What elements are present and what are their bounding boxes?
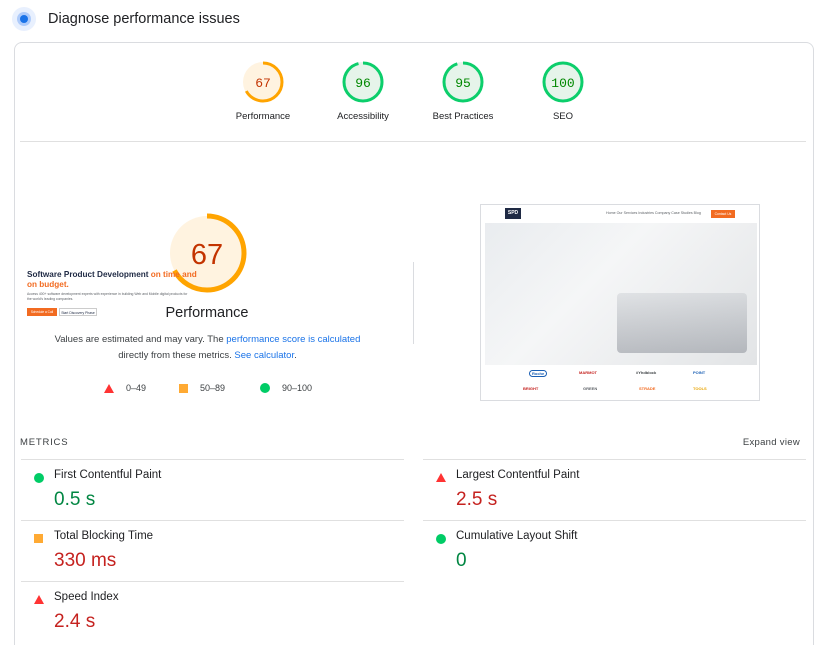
metric-label: First Contentful Paint: [54, 469, 162, 481]
average-square-icon: [34, 534, 43, 543]
performance-score: 67: [191, 239, 223, 271]
gauge-seo-score: 100: [551, 76, 574, 91]
see-calculator-link[interactable]: See calculator: [234, 350, 295, 361]
performance-description: Values are estimated and may vary. The p…: [54, 334, 361, 361]
circle-icon: [260, 383, 270, 393]
fail-triangle-icon: [34, 595, 44, 604]
section-header: Diagnose performance issues: [12, 6, 240, 32]
gauge-best-practices-ring: 95: [442, 61, 484, 103]
gauge-accessibility-ring: 96: [342, 61, 384, 103]
performance-score-gauge: 67: [167, 213, 247, 293]
screenshot-nav: SPD Home Our Services Industries Company…: [481, 205, 759, 223]
final-screenshot[interactable]: SPD Home Our Services Industries Company…: [480, 204, 760, 401]
client-logo: BRIGHT: [523, 386, 539, 391]
metric-total-blocking-time: Total Blocking Time 330 ms: [21, 520, 404, 581]
gauge-performance-label: Performance: [235, 111, 291, 122]
section-title: Diagnose performance issues: [48, 11, 240, 27]
legend-fail-range: 0–49: [126, 383, 147, 393]
pass-circle-icon: [34, 473, 44, 483]
square-icon: [179, 383, 188, 393]
screenshot-subtext: Access 400+ software development experts…: [27, 292, 188, 301]
screenshot-contact-button: Contact Us: [711, 210, 735, 218]
metric-cumulative-layout-shift: Cumulative Layout Shift 0: [423, 520, 806, 581]
metric-value: 2.5 s: [456, 489, 498, 510]
gauge-accessibility-score: 96: [355, 76, 371, 91]
metric-label: Largest Contentful Paint: [456, 469, 580, 481]
client-logo: GREEN: [583, 386, 598, 391]
metric-first-contentful-paint: First Contentful Paint 0.5 s: [21, 459, 404, 520]
metric-label: Total Blocking Time: [54, 530, 154, 542]
triangle-icon: [104, 383, 114, 393]
screenshot-hero: [485, 223, 757, 365]
category-gauges: 67 Performance 96 Accessibility 95 Best …: [20, 56, 806, 142]
gauge-performance[interactable]: 67 Performance: [213, 60, 313, 122]
gauge-performance-ring: 67: [242, 61, 284, 103]
metric-value: 2.4 s: [54, 611, 96, 632]
gauge-best-practices[interactable]: 95 Best Practices: [413, 60, 513, 122]
gauge-seo-label: SEO: [552, 111, 574, 122]
performance-score-link[interactable]: performance score is calculated: [226, 334, 361, 345]
fail-triangle-icon: [436, 473, 446, 482]
legend-pass-range: 90–100: [282, 383, 313, 393]
gauge-seo-ring: 100: [542, 61, 584, 103]
vertical-divider: [413, 262, 414, 344]
performance-title: Performance: [165, 305, 249, 321]
client-logo: STRADE: [639, 386, 656, 391]
metric-value: 330 ms: [54, 550, 117, 571]
metric-speed-index: Speed Index 2.4 s: [21, 581, 404, 642]
legend-fail: 0–49: [104, 381, 146, 395]
legend-average: 50–89: [179, 381, 225, 395]
client-logo: POINT: [693, 370, 706, 375]
screenshot-logo: SPD: [505, 208, 521, 219]
performance-icon: [12, 7, 36, 31]
screenshot-nav-links: Home Our Services Industries Company Cas…: [606, 211, 701, 215]
metrics-heading: METRICS: [20, 437, 69, 448]
metric-label: Cumulative Layout Shift: [456, 530, 578, 542]
gauge-accessibility-label: Accessibility: [337, 111, 389, 122]
screenshot-headline: Software Product Development on time and…: [27, 270, 197, 289]
gauge-best-practices-score: 95: [455, 76, 471, 91]
gauge-performance-score: 67: [255, 76, 271, 91]
client-logo: TOOLS: [693, 386, 707, 391]
screenshot-schedule-button: Schedule a Call: [27, 308, 57, 316]
gauge-best-practices-label: Best Practices: [432, 111, 494, 122]
gauge-seo[interactable]: 100 SEO: [513, 60, 613, 122]
screenshot-client-logos: Roche MARMOT #Yhdblock POINT BRIGHT GREE…: [481, 365, 759, 400]
screenshot-office-photo: [617, 293, 747, 353]
screenshot-discovery-button: Start Discovery Phase: [59, 308, 97, 316]
legend-pass: 90–100: [260, 381, 312, 395]
metric-value: 0: [456, 550, 467, 571]
metric-label: Speed Index: [54, 591, 119, 603]
legend-average-range: 50–89: [200, 383, 226, 393]
metric-largest-contentful-paint: Largest Contentful Paint 2.5 s: [423, 459, 806, 520]
report-card: [14, 42, 814, 645]
client-logo: Roche: [529, 370, 548, 377]
expand-view-button[interactable]: Expand view: [742, 437, 800, 448]
gauge-accessibility[interactable]: 96 Accessibility: [313, 60, 413, 122]
client-logo: MARMOT: [579, 370, 597, 375]
metric-value: 0.5 s: [54, 489, 96, 510]
client-logo: #Yhdblock: [636, 370, 657, 375]
pass-circle-icon: [436, 534, 446, 544]
